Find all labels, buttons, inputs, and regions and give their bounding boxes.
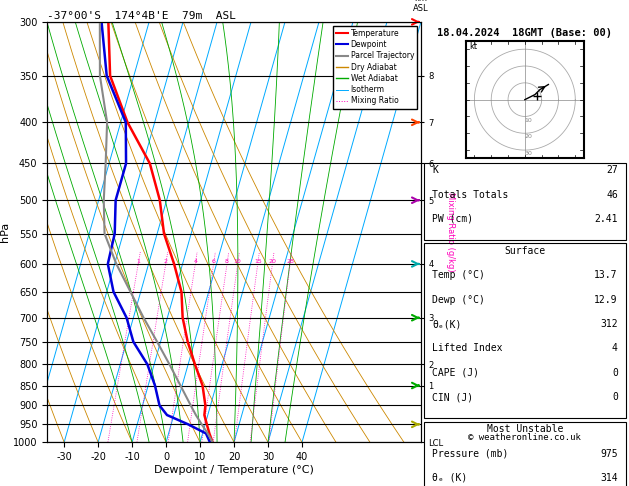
Text: 12.9: 12.9 xyxy=(594,295,618,305)
Text: CAPE (J): CAPE (J) xyxy=(432,368,479,378)
Text: 312: 312 xyxy=(600,319,618,329)
Text: 0: 0 xyxy=(612,368,618,378)
Text: 27: 27 xyxy=(606,165,618,175)
Text: 975: 975 xyxy=(600,449,618,459)
Text: 2.41: 2.41 xyxy=(594,214,618,224)
Bar xyxy=(424,163,626,240)
X-axis label: Dewpoint / Temperature (°C): Dewpoint / Temperature (°C) xyxy=(154,465,314,475)
Text: 2: 2 xyxy=(164,259,168,264)
Text: km
ASL: km ASL xyxy=(413,0,429,14)
Text: 15: 15 xyxy=(254,259,262,264)
Text: K: K xyxy=(432,165,438,175)
Text: Most Unstable: Most Unstable xyxy=(487,424,563,434)
Text: 4: 4 xyxy=(193,259,198,264)
Text: Temp (°C): Temp (°C) xyxy=(432,270,485,280)
Y-axis label: hPa: hPa xyxy=(0,222,10,242)
Text: -37°00'S  174°4B'E  79m  ASL: -37°00'S 174°4B'E 79m ASL xyxy=(47,11,236,21)
Text: Mixing Ratio (g/kg): Mixing Ratio (g/kg) xyxy=(447,192,455,272)
Text: 10: 10 xyxy=(234,259,242,264)
Text: © weatheronline.co.uk: © weatheronline.co.uk xyxy=(469,433,581,442)
Text: 46: 46 xyxy=(606,190,618,200)
Text: 1: 1 xyxy=(136,259,140,264)
Text: 0: 0 xyxy=(612,392,618,402)
Text: θₑ(K): θₑ(K) xyxy=(432,319,461,329)
Text: Totals Totals: Totals Totals xyxy=(432,190,508,200)
Text: Surface: Surface xyxy=(504,246,545,256)
Text: 6: 6 xyxy=(211,259,216,264)
Text: θₑ (K): θₑ (K) xyxy=(432,473,467,483)
Text: 28: 28 xyxy=(286,259,294,264)
Bar xyxy=(424,422,626,486)
Text: 13.7: 13.7 xyxy=(594,270,618,280)
Text: 20: 20 xyxy=(269,259,276,264)
Bar xyxy=(424,243,626,418)
Legend: Temperature, Dewpoint, Parcel Trajectory, Dry Adiabat, Wet Adiabat, Isotherm, Mi: Temperature, Dewpoint, Parcel Trajectory… xyxy=(333,26,417,108)
Text: PW (cm): PW (cm) xyxy=(432,214,473,224)
Text: 8: 8 xyxy=(225,259,229,264)
Text: Dewp (°C): Dewp (°C) xyxy=(432,295,485,305)
Text: 314: 314 xyxy=(600,473,618,483)
Text: 4: 4 xyxy=(612,344,618,353)
Text: Lifted Index: Lifted Index xyxy=(432,344,503,353)
Text: CIN (J): CIN (J) xyxy=(432,392,473,402)
Text: Pressure (mb): Pressure (mb) xyxy=(432,449,508,459)
Text: 18.04.2024  18GMT (Base: 00): 18.04.2024 18GMT (Base: 00) xyxy=(437,28,613,38)
